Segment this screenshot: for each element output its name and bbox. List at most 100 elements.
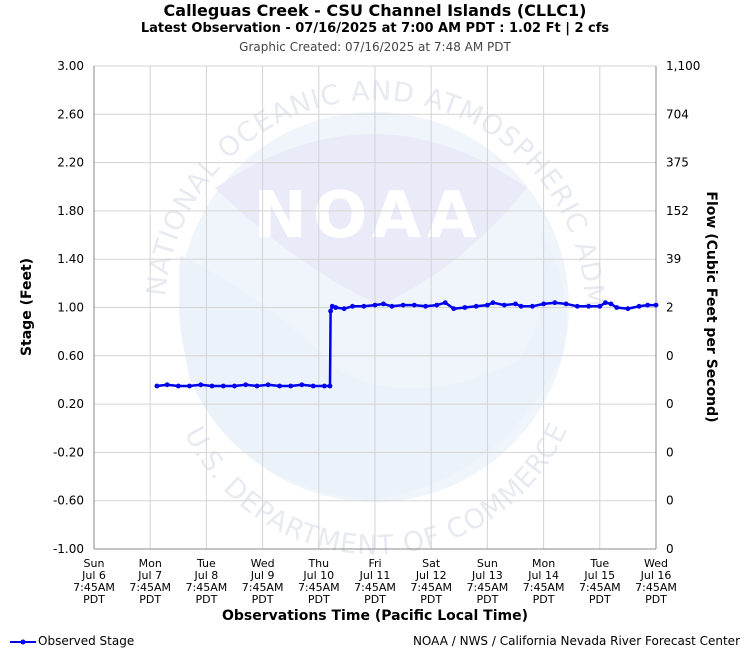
observed-stage-point [327, 383, 333, 389]
y-tick-label: 0.60 [57, 349, 84, 363]
y-tick-label: 2.60 [57, 107, 84, 121]
observed-stage-point [501, 302, 507, 308]
y-tick-label: 1.00 [57, 301, 84, 315]
y-tick-labels: 3.00 2.60 2.20 1.80 1.40 1.00 0.60 0.20 -0.20 -0.… [53, 59, 84, 556]
y2-tick-label: 0 [666, 445, 674, 459]
y2-tick-label: 1,100 [666, 59, 700, 73]
observed-stage-point [541, 301, 546, 307]
observed-stage-point [164, 382, 170, 388]
observed-stage-point [288, 383, 294, 389]
observed-stage-point [563, 301, 569, 307]
y-tick-label: 1.40 [57, 252, 84, 266]
observed-stage-point [574, 303, 580, 309]
observed-stage-point [175, 383, 181, 389]
observed-stage-point [328, 308, 333, 314]
legend-label: Observed Stage [38, 634, 135, 648]
y-tick-label: -0.20 [53, 445, 84, 459]
observed-stage-point [653, 302, 659, 308]
y2-tick-label: 0 [666, 349, 674, 363]
x-tick-label: Fri Jul 11 7:45AM PDT [354, 557, 396, 606]
observed-stage-point [310, 383, 316, 389]
graphic-created: Graphic Created: 07/16/2025 at 7:48 AM P… [239, 40, 511, 54]
observed-stage-point [277, 383, 282, 389]
observed-stage-point [625, 306, 631, 312]
series-layer [154, 300, 659, 389]
observed-stage-point [389, 303, 395, 309]
y-tick-label: 3.00 [57, 59, 84, 73]
observed-stage-point [462, 305, 468, 310]
observed-stage-point [411, 302, 417, 308]
observed-stage-point [299, 382, 305, 388]
observed-stage-point [187, 383, 192, 389]
observed-stage-point [530, 303, 535, 309]
y2-tick-label: 375 [666, 156, 689, 170]
x-tick-label: Mon Jul 14 7:45AM PDT [523, 557, 565, 606]
x-tick-label: Tue Jul 8 7:45AM PDT [186, 557, 228, 606]
observed-stage-point [400, 302, 406, 308]
observed-stage-point [341, 306, 347, 312]
x-tick-label: Sun Jul 13 7:45AM PDT [467, 557, 509, 606]
observed-stage-point [265, 382, 271, 388]
observed-stage-point [636, 303, 642, 309]
x-axis-label: Observations Time (Pacific Local Time) [222, 608, 528, 624]
observed-stage-point [603, 300, 608, 306]
observed-stage-point [473, 303, 479, 309]
observed-stage-point [586, 303, 591, 309]
observed-stage-point [518, 303, 524, 309]
observed-stage-point [198, 382, 204, 388]
observed-stage-point [434, 302, 440, 308]
observed-stage-point [552, 300, 558, 306]
observed-stage-point [513, 301, 518, 307]
y2-tick-label: 152 [666, 204, 689, 218]
observed-stage-point [254, 383, 260, 389]
x-tick-label: Tue Jul 15 7:45AM PDT [579, 557, 621, 606]
legend: Observed Stage [10, 634, 134, 648]
x-tick-label: Sat Jul 12 7:45AM PDT [410, 557, 452, 606]
y2-tick-label: 0 [666, 494, 674, 508]
y2-tick-label: 39 [666, 252, 681, 266]
x-tick-label: Mon Jul 7 7:45AM PDT [129, 557, 171, 606]
stage-chart: NOAA NATIONAL OCEANIC AND ATMOSPHERIC AD… [0, 0, 719, 624]
y2-tick-label: 0 [666, 542, 674, 556]
y2-tick-label: 2 [666, 301, 674, 315]
y2-tick-labels: 1,100 704 375 152 39 2 0 0 0 0 0 [666, 59, 700, 556]
observed-stage-point [614, 305, 620, 310]
observed-stage-point [209, 383, 215, 389]
observed-stage-point [220, 383, 226, 389]
x-tick-label: Thu Jul 10 7:45AM PDT [298, 557, 340, 606]
x-tick-label: Sun Jul 6 7:45AM PDT [73, 557, 115, 606]
y-tick-label: -1.00 [53, 542, 84, 556]
x-tick-labels: Sun Jul 6 7:45AM PDT Mon Jul 7 7:45AM PDT Tue Jul… [73, 557, 677, 606]
noaa-logo-text: NOAA [253, 179, 482, 253]
observed-stage-point [490, 300, 496, 306]
x-tick-label: Wed Jul 16 7:45AM PDT [635, 557, 677, 606]
credit-text: NOAA / NWS / California Nevada River For… [412, 634, 740, 648]
observed-stage-point [442, 300, 448, 306]
x-tick-label: Wed Jul 9 7:45AM PDT [242, 557, 284, 606]
observed-stage-point [232, 383, 237, 389]
observed-stage-point [350, 303, 355, 309]
y-tick-label: 0.20 [57, 397, 84, 411]
y2-tick-label: 704 [666, 107, 689, 121]
legend-line-marker [10, 639, 36, 644]
y-tick-label: 2.20 [57, 156, 84, 170]
page-title: Calleguas Creek - CSU Channel Islands (C… [163, 1, 587, 20]
observed-stage-point [645, 302, 650, 308]
observed-stage-point [372, 302, 378, 308]
observed-stage-point [485, 302, 490, 308]
latest-observation: Latest Observation - 07/16/2025 at 7:00 … [140, 21, 610, 36]
y-tick-label: 1.80 [57, 204, 84, 218]
observed-stage-point [322, 383, 327, 389]
observed-stage-point [423, 303, 428, 309]
y-tick-label: -0.60 [53, 494, 84, 508]
observed-stage-point [381, 301, 386, 307]
y2-tick-label: 0 [666, 397, 674, 411]
noaa-watermark: NOAA NATIONAL OCEANIC AND ATMOSPHERIC AD… [0, 0, 608, 562]
y-axis-label: Stage (Feet) [19, 258, 35, 356]
observed-stage-point [154, 383, 160, 389]
observed-stage-point [243, 382, 249, 388]
observed-stage-point [333, 305, 339, 310]
observed-stage-point [597, 303, 603, 309]
y2-axis-label: Flow (Cubic Feet per Second) [703, 191, 719, 422]
observed-stage-point [361, 303, 367, 309]
